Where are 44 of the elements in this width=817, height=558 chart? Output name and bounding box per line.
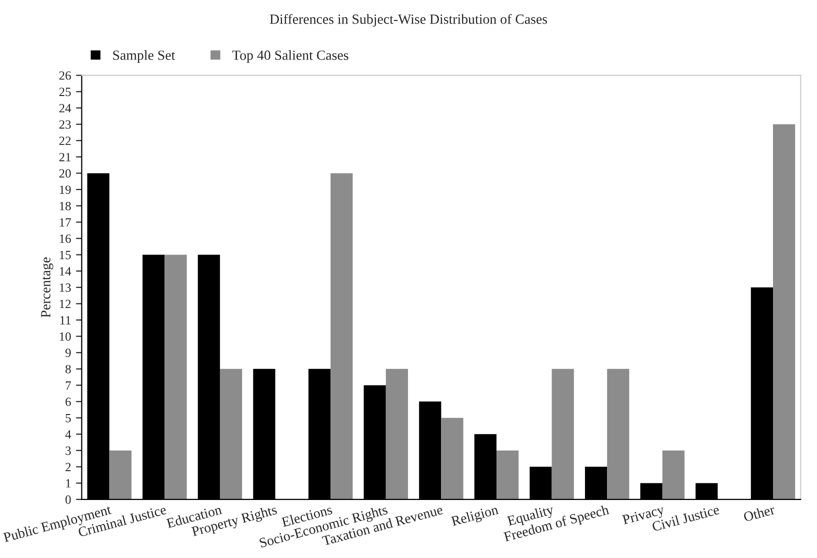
y-tick-label: 15	[60, 250, 71, 260]
y-tick-label: 26	[59, 71, 71, 80]
y-tick-label: 25	[59, 88, 71, 96]
x-tick-label: Religion	[450, 504, 500, 529]
bar	[607, 368, 630, 500]
y-tick-label: 17	[60, 218, 71, 226]
y-tick-label: 16	[60, 234, 71, 243]
y-tick-label: 2	[66, 462, 71, 472]
y-tick-label: 1	[66, 479, 71, 488]
y-axis-title: Percentage	[41, 257, 54, 318]
bar	[662, 450, 685, 500]
bar	[496, 450, 519, 500]
y-tick-label: 0	[66, 495, 71, 504]
y-tick-label: 23	[59, 120, 71, 129]
y-tick-label: 18	[60, 202, 71, 210]
y-tick-label: 10	[60, 332, 71, 341]
bar	[220, 368, 242, 500]
y-tick-label: 22	[59, 136, 71, 145]
bar	[109, 450, 132, 500]
y-tick-label: 21	[59, 152, 71, 162]
bar	[386, 368, 408, 500]
y-tick-label: 11	[60, 316, 71, 324]
y-tick-label: 19	[60, 186, 71, 194]
legend-label: Sample Set	[113, 50, 176, 63]
y-tick-label: 6	[66, 398, 71, 406]
y-tick-label: 14	[60, 267, 72, 276]
bar	[441, 418, 464, 500]
bar	[552, 368, 574, 500]
chart-title: Differences in Subject-Wise Distribution of Cases	[270, 14, 548, 27]
y-tick-label: 13	[60, 283, 71, 292]
y-tick-label: 9	[65, 348, 71, 358]
y-tick-label: 12	[60, 300, 71, 308]
y-tick-label: 20	[59, 169, 71, 178]
legend-label: Top 40 Salient Cases	[232, 50, 348, 63]
bar	[164, 254, 187, 500]
y-tick-label: 24	[59, 104, 72, 112]
bar	[330, 173, 353, 500]
bar	[773, 124, 796, 500]
y-tick-label: 3	[66, 446, 71, 455]
y-tick-label: 8	[66, 364, 71, 374]
y-tick-label: 4	[65, 430, 72, 439]
y-tick-label: 5	[66, 414, 71, 422]
x-tick-label: Other	[743, 504, 776, 522]
y-tick-label: 7	[66, 381, 71, 390]
